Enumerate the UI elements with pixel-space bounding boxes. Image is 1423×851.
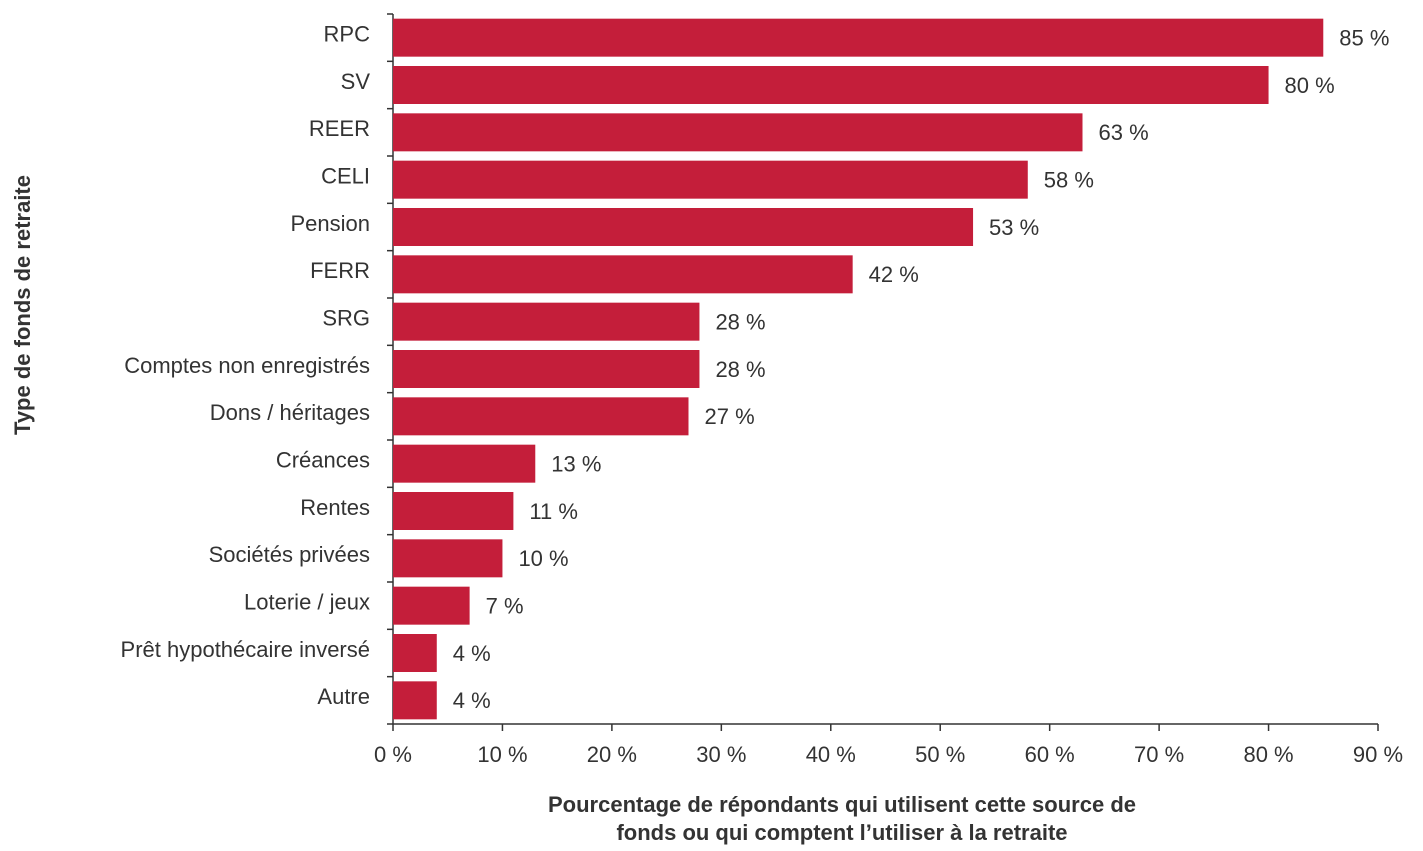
y-tick-label: SV [341,69,371,94]
y-tick-label: Dons / héritages [210,400,370,425]
x-axis-label: fonds ou qui comptent l’utiliser à la re… [616,820,1067,845]
value-label: 80 % [1285,73,1335,98]
bar [393,444,536,483]
bar [393,160,1028,199]
x-tick-label: 0 % [374,742,412,767]
x-tick-label: 50 % [915,742,965,767]
value-label: 85 % [1339,25,1389,50]
y-axis-label: Type de fonds de retraite [10,175,35,435]
bar [393,208,974,246]
y-tick-label: REER [309,116,370,141]
bar [393,113,1083,152]
y-tick-label: Autre [317,684,370,709]
bar [393,634,437,672]
bar [393,18,1324,57]
bar [393,397,689,436]
bar [393,586,470,625]
value-label: 11 % [529,499,578,524]
value-label: 4 % [453,688,491,713]
value-label: 4 % [453,641,491,666]
y-tick-label: Prêt hypothécaire inversé [121,637,370,662]
bar [393,350,700,388]
value-label: 28 % [715,309,765,334]
y-tick-label: SRG [322,305,370,330]
y-tick-label: Rentes [300,495,370,520]
x-tick-label: 80 % [1243,742,1293,767]
value-label: 53 % [989,215,1039,240]
y-tick-label: Comptes non enregistrés [124,353,370,378]
value-label: 13 % [551,451,601,476]
bar [393,255,853,294]
value-label: 42 % [869,262,919,287]
x-tick-label: 30 % [696,742,746,767]
x-tick-label: 40 % [806,742,856,767]
value-label: 7 % [486,593,524,618]
x-tick-label: 10 % [477,742,527,767]
y-tick-label: Loterie / jeux [244,589,370,614]
y-tick-label: FERR [310,258,370,283]
bar [393,681,437,720]
bar [393,66,1269,104]
x-tick-label: 20 % [587,742,637,767]
value-label: 58 % [1044,167,1094,192]
y-tick-label: Créances [276,447,370,472]
bar [393,302,700,341]
y-tick-label: CELI [321,163,370,188]
y-tick-label: RPC [324,21,371,46]
x-tick-label: 60 % [1025,742,1075,767]
y-tick-label: Pension [290,211,370,236]
bar [393,539,503,578]
value-label: 27 % [705,404,755,429]
bar [393,492,514,530]
value-label: 28 % [715,357,765,382]
x-tick-label: 70 % [1134,742,1184,767]
x-axis-label: Pourcentage de répondants qui utilisent … [548,792,1136,817]
value-label: 63 % [1099,120,1149,145]
value-label: 10 % [518,546,568,571]
y-tick-label: Sociétés privées [209,542,370,567]
x-tick-label: 90 % [1353,742,1403,767]
